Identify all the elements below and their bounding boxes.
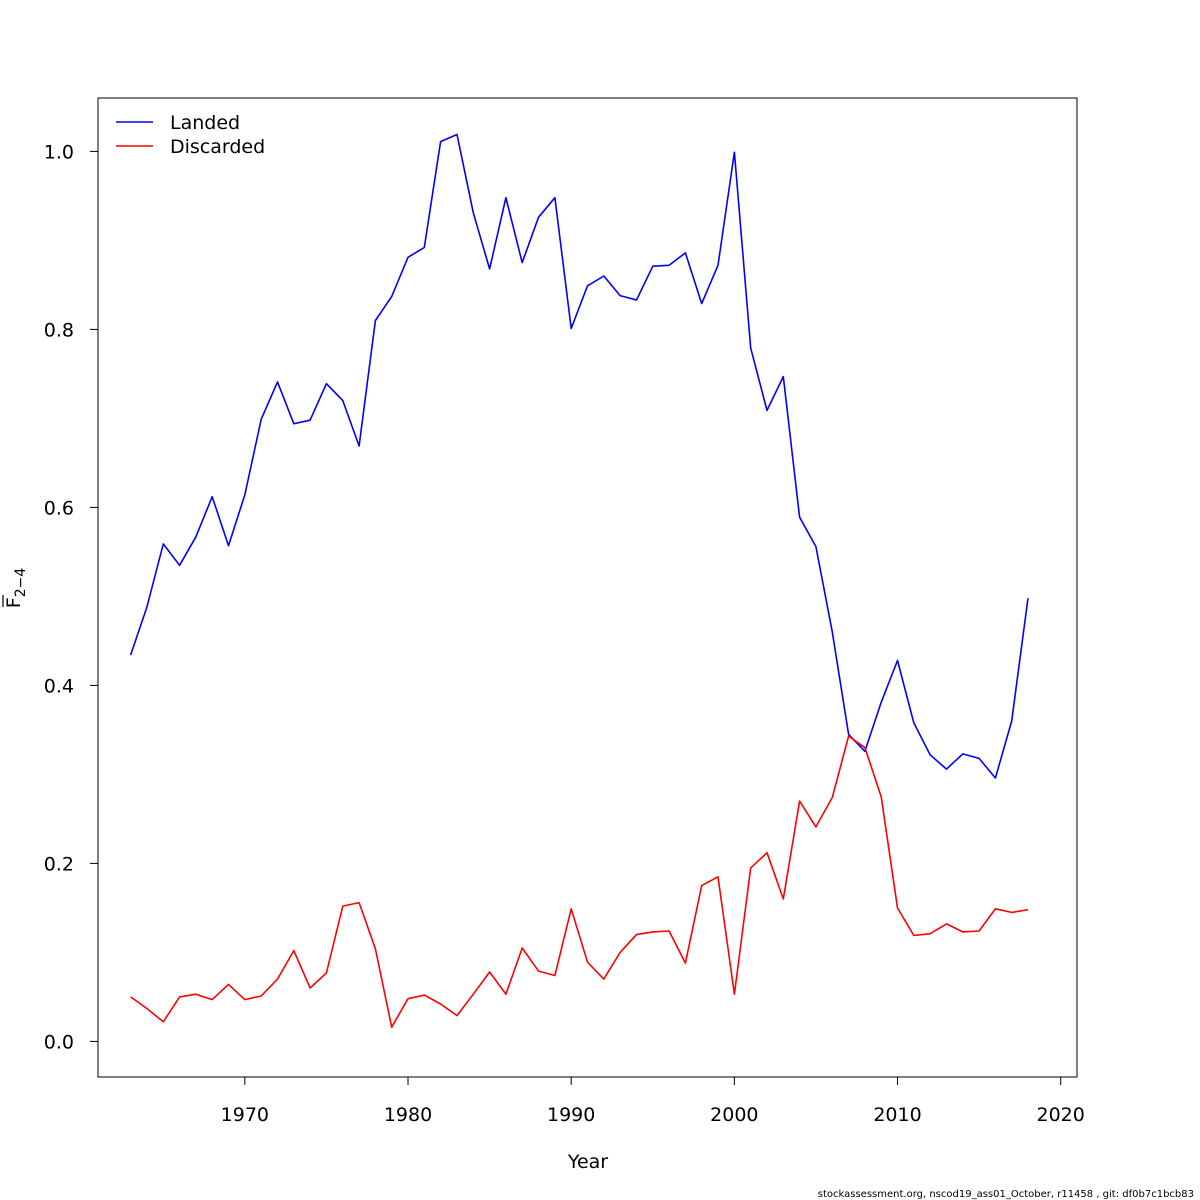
y-tick-label: 1.0: [44, 141, 74, 163]
x-tick-label: 1970: [221, 1104, 269, 1126]
x-axis: 1970 1980 1990 2000 2010 2020: [221, 1076, 1085, 1126]
y-axis: 0.0 0.2 0.4 0.6 0.8 1.0: [44, 141, 99, 1053]
y-tick-label: 0.2: [44, 853, 74, 875]
y-tick-label: 0.4: [44, 675, 74, 697]
x-axis-title: Year: [567, 1151, 608, 1173]
y-tick-label: 0.6: [44, 497, 74, 519]
x-tick-label: 1990: [547, 1104, 595, 1126]
series-layer: [129, 133, 1029, 1028]
y-axis-title-subscript: 2−4: [13, 568, 29, 598]
series-line-landed: [129, 133, 1029, 779]
svg-text:F2−4: F2−4: [3, 568, 29, 609]
x-tick-label: 2020: [1037, 1104, 1085, 1126]
footer-text: stockassessment.org, nscod19_ass01_Octob…: [818, 1189, 1194, 1200]
y-tick-label: 0.8: [44, 319, 74, 341]
plot-frame: [97, 97, 1078, 1078]
series-line-discarded: [130, 735, 1029, 1028]
y-tick-label: 0.0: [44, 1031, 74, 1053]
y-axis-title-main: F: [3, 597, 25, 608]
x-tick-label: 2010: [873, 1104, 921, 1126]
x-tick-label: 2000: [710, 1104, 758, 1126]
x-tick-label: 1980: [384, 1104, 432, 1126]
legend-label-landed: Landed: [170, 112, 240, 134]
y-axis-title: F2−4: [2, 568, 29, 609]
legend-label-discarded: Discarded: [170, 136, 265, 158]
